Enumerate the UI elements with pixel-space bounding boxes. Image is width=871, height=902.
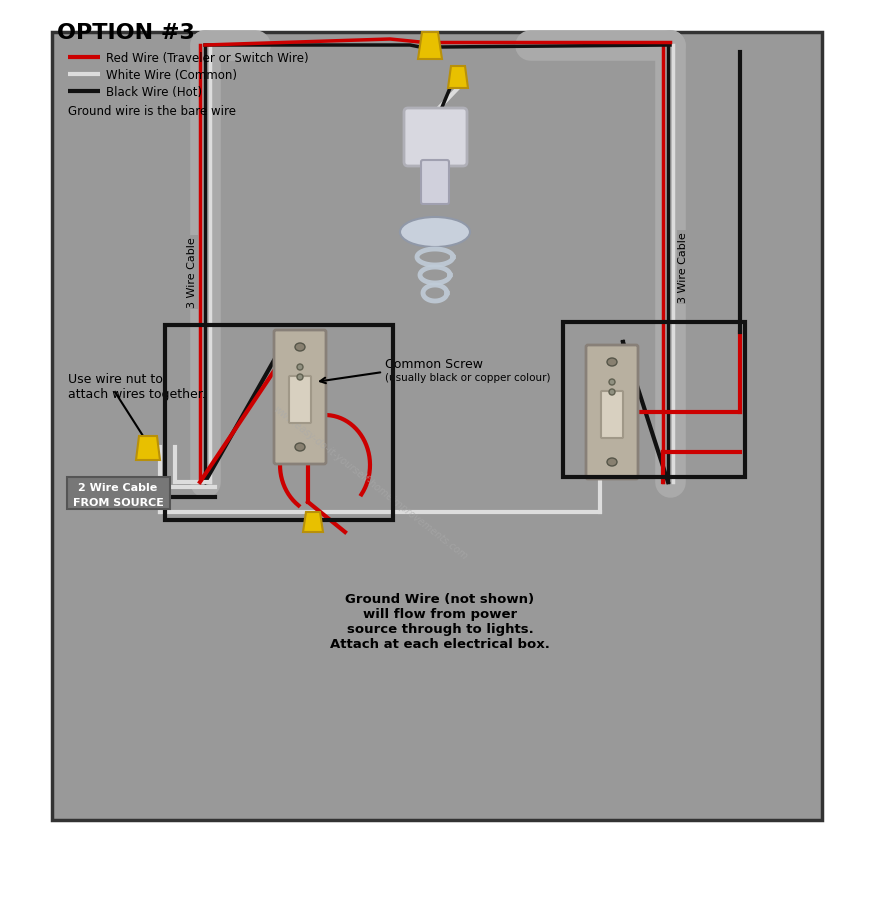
FancyBboxPatch shape [274,331,326,465]
Text: Common Screw: Common Screw [385,357,483,371]
Circle shape [297,374,303,381]
Text: www.easy-do-it-yourself-homeimprovements.com: www.easy-do-it-yourself-homeimprovements… [271,404,469,561]
Bar [165,326,393,520]
Bar [563,323,745,477]
Circle shape [297,364,303,371]
Text: 3 Wire Cable: 3 Wire Cable [187,237,197,308]
Bar [67,477,170,510]
Text: Use wire nut to
attach wires together.: Use wire nut to attach wires together. [68,373,206,400]
Text: Ground Wire (not shown)
will flow from power
source through to lights.
Attach at: Ground Wire (not shown) will flow from p… [330,593,550,650]
Text: Red Wire (Traveler or Switch Wire): Red Wire (Traveler or Switch Wire) [106,51,308,64]
Circle shape [609,380,615,385]
Text: 2 Wire Cable: 2 Wire Cable [78,483,158,492]
Text: Black Wire (Hot): Black Wire (Hot) [106,86,202,98]
FancyBboxPatch shape [289,376,311,424]
FancyBboxPatch shape [404,109,467,167]
Text: White Wire (Common): White Wire (Common) [106,69,237,81]
Ellipse shape [607,359,617,366]
Bar [52,33,822,820]
FancyBboxPatch shape [421,161,449,205]
Text: (usually black or copper colour): (usually black or copper colour) [385,373,550,382]
Circle shape [609,390,615,396]
Polygon shape [136,437,160,461]
Text: 3 Wire Cable: 3 Wire Cable [678,233,688,303]
Ellipse shape [607,458,617,466]
Ellipse shape [295,344,305,352]
Polygon shape [418,33,442,60]
FancyBboxPatch shape [601,391,623,438]
Polygon shape [303,512,323,532]
Text: FROM SOURCE: FROM SOURCE [72,497,164,508]
Ellipse shape [295,444,305,452]
FancyBboxPatch shape [586,345,638,480]
Polygon shape [448,67,468,89]
Text: OPTION #3: OPTION #3 [57,23,195,43]
Text: Ground wire is the bare wire: Ground wire is the bare wire [68,105,236,117]
Ellipse shape [400,217,470,248]
